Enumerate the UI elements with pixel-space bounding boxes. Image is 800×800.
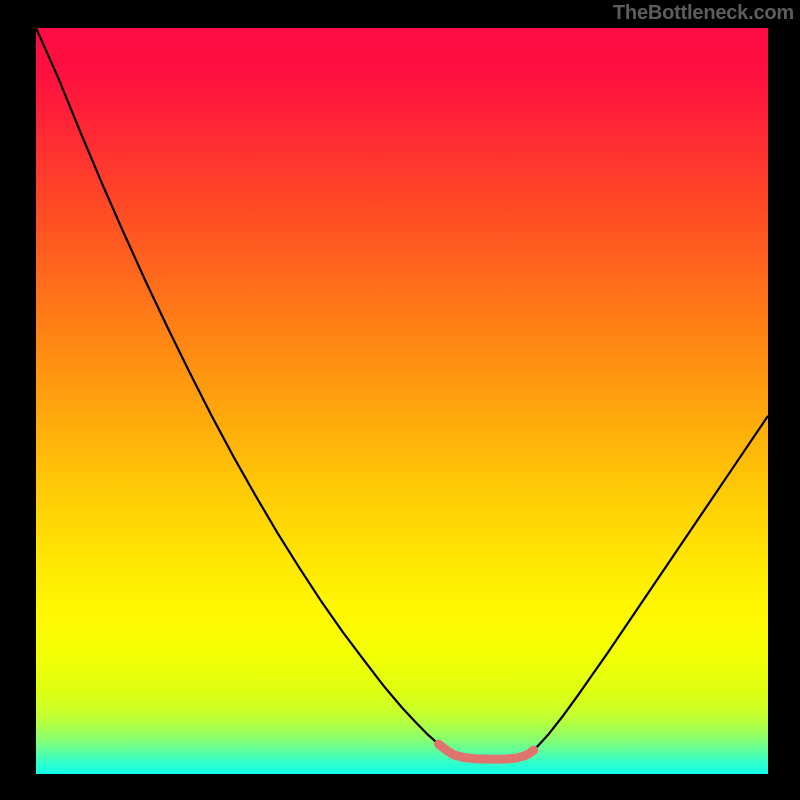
watermark-label: TheBottleneck.com (613, 2, 794, 25)
chart-background (36, 28, 768, 774)
bottleneck-chart (0, 0, 800, 800)
